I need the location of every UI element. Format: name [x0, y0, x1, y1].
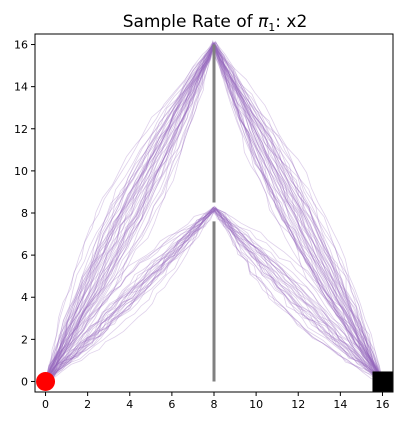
trajectory-line — [45, 43, 383, 382]
trajectory-line — [45, 42, 383, 382]
trajectory-line — [45, 41, 383, 382]
trajectory-line — [45, 206, 383, 382]
trajectory-line — [45, 207, 383, 382]
trajectory-line — [45, 42, 383, 382]
trajectory-line — [45, 43, 383, 382]
trajectory-line — [45, 42, 383, 382]
trajectory-line — [45, 42, 383, 382]
goal-marker — [372, 371, 393, 392]
x-tick-label: 12 — [291, 398, 305, 411]
trajectory-line — [45, 208, 383, 382]
trajectory-line — [45, 43, 383, 382]
trajectory-line — [45, 42, 383, 382]
x-tick-label: 10 — [249, 398, 263, 411]
trajectory-line — [45, 210, 383, 382]
x-tick-label: 4 — [126, 398, 133, 411]
trajectory-line — [45, 208, 383, 382]
trajectory-line — [45, 208, 383, 382]
trajectory-line — [45, 42, 383, 382]
y-tick-label: 2 — [21, 333, 28, 346]
trajectory-line — [45, 207, 383, 382]
y-tick-label: 10 — [14, 165, 28, 178]
trajectory-line — [45, 209, 383, 382]
x-tick-label: 14 — [333, 398, 347, 411]
trajectory-line — [45, 42, 383, 382]
trajectory-line — [45, 41, 383, 382]
y-tick-label: 6 — [21, 249, 28, 262]
trajectory-line — [45, 210, 383, 382]
y-tick-label: 12 — [14, 123, 28, 136]
trajectory-line — [45, 207, 383, 382]
x-tick-label: 16 — [375, 398, 389, 411]
trajectory-line — [45, 42, 383, 382]
trajectory-line — [45, 43, 383, 382]
trajectory-line — [45, 210, 383, 382]
trajectory-line — [45, 42, 383, 382]
trajectory-line — [45, 41, 383, 382]
x-tick-label: 8 — [211, 398, 218, 411]
plot-area — [36, 39, 393, 392]
x-tick-label: 0 — [42, 398, 49, 411]
trajectory-line — [45, 207, 383, 382]
trajectory-line — [45, 209, 383, 382]
trajectory-line — [45, 44, 383, 382]
trajectory-line — [45, 40, 383, 382]
trajectory-line — [45, 42, 383, 382]
trajectory-line — [45, 206, 383, 382]
trajectory-line — [45, 42, 383, 382]
trajectory-line — [45, 44, 383, 382]
trajectory-line — [45, 206, 383, 382]
trajectory-line — [45, 206, 383, 382]
trajectory-line — [45, 43, 383, 382]
y-tick-label: 8 — [21, 207, 28, 220]
trajectory-line — [45, 207, 383, 382]
trajectory-line — [45, 207, 383, 382]
chart-title: Sample Rate of π1: x2 — [123, 12, 308, 34]
trajectory-line — [45, 43, 383, 382]
trajectory-line — [45, 210, 383, 382]
trajectory-line — [45, 41, 383, 382]
trajectory-line — [45, 205, 383, 382]
trajectory-line — [45, 208, 383, 382]
trajectory-line — [45, 45, 383, 382]
trajectory-line — [45, 206, 383, 382]
axes: 0 2 4 6 8 10 12 14 16 0 2 4 6 8 10 12 14 16 — [14, 33, 394, 411]
trajectory-line — [45, 208, 383, 382]
trajectory-line — [45, 207, 383, 382]
trajectory-line — [45, 39, 383, 382]
trajectory-line — [45, 41, 383, 382]
trajectory-line — [45, 44, 383, 382]
trajectory-line — [45, 205, 383, 382]
y-tick-label: 0 — [21, 375, 28, 388]
trajectory-line — [45, 41, 383, 382]
trajectory-line — [45, 41, 383, 382]
trajectory-line — [45, 41, 383, 382]
y-tick-label: 16 — [14, 39, 28, 52]
trajectory-line — [45, 42, 383, 382]
x-tick-label: 2 — [84, 398, 91, 411]
trajectory-line — [45, 43, 383, 382]
trajectory-line — [45, 207, 383, 382]
y-tick-label: 4 — [21, 291, 28, 304]
trajectory-line — [45, 42, 383, 382]
trajectory-line — [45, 208, 383, 382]
trajectory-line — [45, 210, 383, 382]
trajectory-line — [45, 45, 383, 382]
trajectory-line — [45, 40, 383, 382]
trajectory-line — [45, 208, 383, 382]
y-tick-label: 14 — [14, 81, 28, 94]
x-tick-label: 6 — [168, 398, 175, 411]
start-marker — [36, 371, 56, 391]
trajectory-line — [45, 208, 383, 382]
